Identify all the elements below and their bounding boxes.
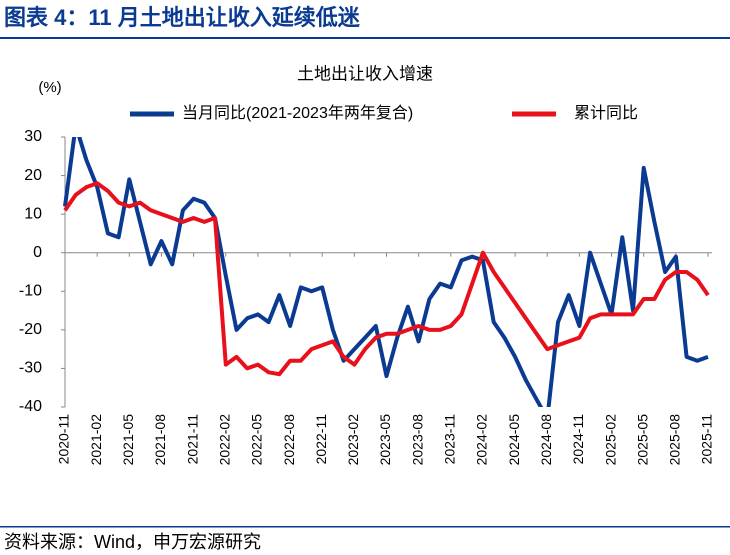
x-tick-label: 2024-02	[474, 414, 490, 466]
y-tick-label: -40	[19, 398, 42, 415]
x-tick-label: 2025-08	[667, 414, 683, 466]
x-tick-label: 2023-11	[442, 414, 458, 465]
x-tick-label: 2021-02	[88, 414, 104, 466]
y-tick-label: -20	[19, 321, 42, 338]
y-tick-label: 30	[24, 128, 42, 145]
x-tick-label: 2021-05	[120, 414, 136, 466]
x-tick-label: 2022-08	[281, 414, 297, 466]
source: 资料来源：Wind，申万宏源研究	[4, 532, 261, 552]
x-tick-label: 2022-02	[216, 414, 232, 466]
plot-area	[63, 137, 710, 407]
x-tick-label: 2025-11	[699, 414, 715, 465]
series-line	[63, 137, 709, 407]
x-tick-label: 2021-11	[184, 414, 200, 465]
x-tick-label: 2024-08	[538, 414, 554, 466]
legend-label: 累计同比	[574, 104, 638, 122]
x-tick-label: 2024-11	[570, 414, 586, 465]
x-tick-label: 2023-08	[409, 414, 425, 466]
x-tick-label: 2025-02	[602, 414, 618, 466]
x-tick-label: 2025-05	[634, 414, 650, 466]
legend-label: 当月同比(2021-2023年两年复合)	[182, 104, 413, 122]
x-tick-label: 2024-05	[506, 414, 522, 466]
series-line	[63, 181, 710, 377]
source-rule	[0, 526, 730, 528]
y-unit: (%)	[38, 79, 61, 96]
y-tick-label: -10	[19, 283, 42, 300]
title-rule	[0, 37, 730, 39]
y-tick-label: 10	[24, 205, 42, 222]
y-tick-label: 20	[24, 167, 42, 184]
y-tick-label: 0	[33, 244, 42, 261]
x-tick-label: 2023-05	[377, 414, 393, 466]
y-tick-label: -30	[19, 360, 42, 377]
page-title: 图表 4：11 月土地出让收入延续低迷	[4, 5, 361, 30]
x-tick-label: 2022-05	[249, 414, 265, 466]
x-tick-label: 2021-08	[152, 414, 168, 466]
x-tick-label: 2023-02	[345, 414, 361, 466]
chart-title: 土地出让收入增速	[297, 64, 433, 83]
x-tick-label: 2020-11	[56, 414, 72, 465]
x-tick-label: 2022-11	[313, 414, 329, 465]
